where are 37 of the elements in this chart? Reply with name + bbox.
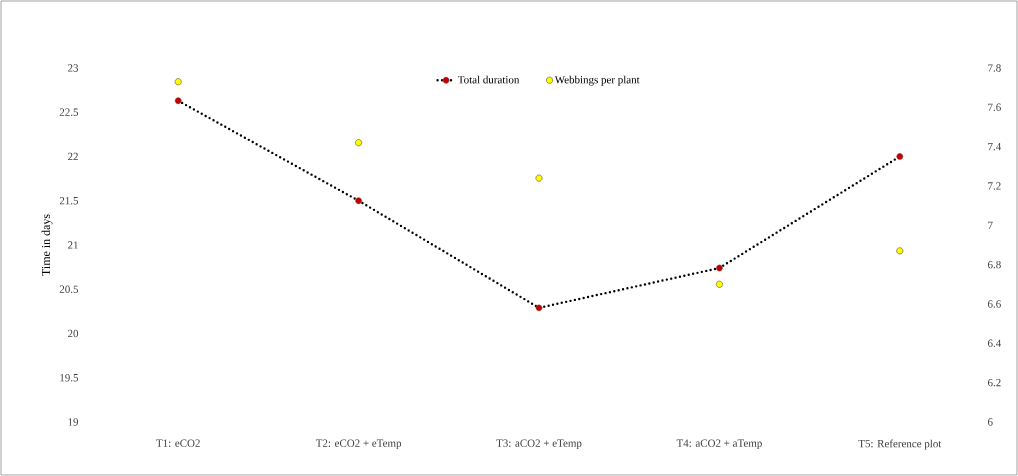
y2-tick-label: 7.2: [988, 182, 1001, 190]
point: [535, 304, 543, 312]
point: [174, 97, 182, 105]
y-tick-label: 23: [68, 64, 79, 72]
y2-tick-label: 7.8: [988, 64, 1001, 72]
y2-tick-label: 6.2: [988, 378, 1001, 387]
point: [355, 197, 362, 205]
x-tick-label: T3: aCO2 + eTemp: [496, 439, 582, 450]
x-tick-label: T4: aCO2 + aTemp: [676, 439, 762, 450]
legend-label: Total duration: [457, 75, 520, 84]
x-tick-label: T1: eCO2: [156, 439, 200, 447]
y2-tick-label: 6.4: [988, 339, 1002, 348]
y-tick-label: 21.5: [59, 197, 79, 205]
y-tick-label: 20.5: [59, 285, 79, 293]
point: [896, 153, 904, 160]
y-axis-title: Time in days: [41, 214, 53, 276]
y-tick-label: 21: [68, 241, 78, 249]
y2-tick-label: 7.6: [988, 103, 1001, 112]
y2-tick-label: 6.8: [988, 260, 1001, 269]
y-tick-label: 20: [68, 329, 79, 338]
legend-label: Webbings per plant: [554, 75, 640, 86]
y2-tick-label: 7: [988, 221, 993, 229]
y2-tick-label: 6.6: [988, 300, 1001, 308]
point: [174, 78, 182, 86]
x-tick-label: T2: eCO2 + eTemp: [315, 439, 402, 450]
point: [535, 174, 543, 182]
y-tick-label: 22.5: [59, 108, 79, 116]
point: [355, 139, 362, 147]
y-tick-label: 22: [68, 152, 78, 161]
y-tick-label: 19.5: [60, 374, 79, 382]
y2-tick-label: 6: [988, 418, 993, 426]
point: [896, 247, 904, 255]
point: [716, 264, 723, 272]
y2-tick-label: 7.4: [988, 142, 1002, 151]
x-tick-label: T5: Reference plot: [858, 439, 942, 450]
point: [716, 280, 723, 288]
y-tick-label: 19: [68, 418, 79, 426]
